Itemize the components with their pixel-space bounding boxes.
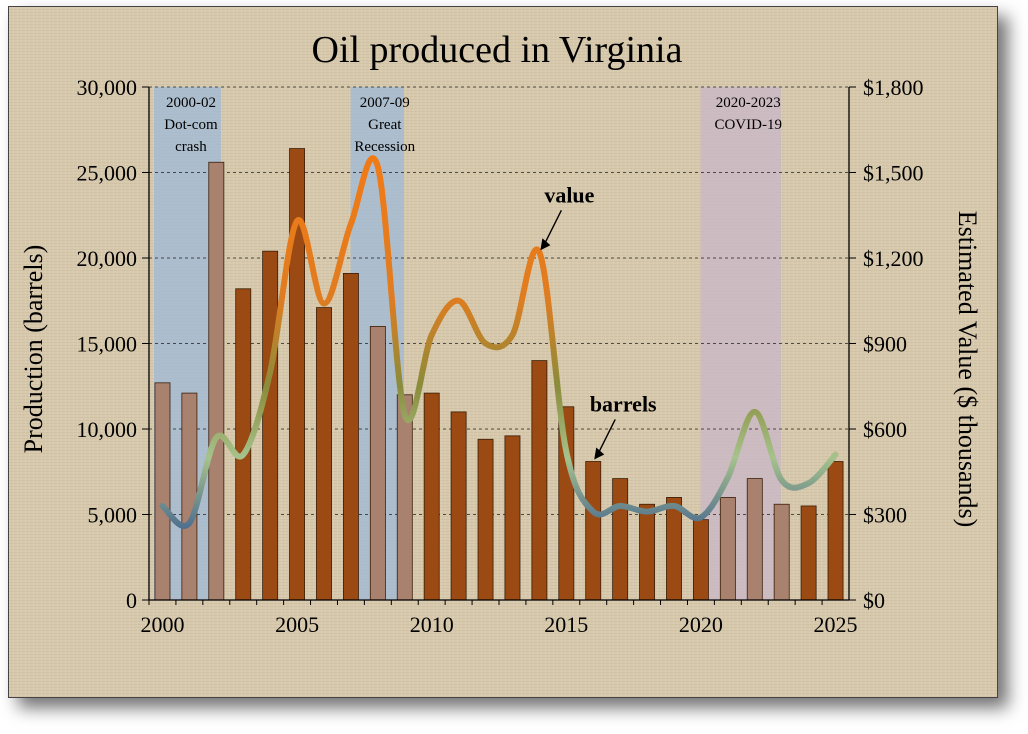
shaded-period-label-0: 2000-02 Dot-com crash: [164, 95, 218, 155]
bar-2025: [827, 461, 844, 601]
y-tick-label-right: $0: [863, 588, 885, 613]
y-tick-label-right: $1,800: [863, 75, 924, 100]
shaded-period-label-2: 2020-2023 COVID-19: [714, 95, 782, 133]
bar-2021: [719, 496, 736, 601]
annotation-arrow-value: [542, 209, 563, 247]
y-tick-label-right: $1,200: [863, 246, 924, 271]
y-tick-label-left: 25,000: [77, 161, 138, 186]
series-line-value: [159, 155, 839, 529]
chart-title: Oil produced in Virginia: [312, 29, 683, 71]
chart-frame: Oil produced in Virginia 2000-02 Dot-com c…: [8, 6, 998, 698]
bar-2009: [396, 394, 413, 601]
y-tick-label-left: 10,000: [77, 417, 138, 442]
y-tick-label-right: $1,500: [863, 161, 924, 186]
x-tick-label: 2005: [275, 612, 319, 637]
bar-2004: [262, 250, 279, 601]
bar-2019: [666, 496, 682, 601]
bar-2023: [773, 503, 790, 601]
bar-2006: [316, 307, 332, 601]
bar-2010: [423, 392, 440, 601]
y-tick-label-left: 20,000: [77, 246, 138, 271]
shaded-period-label-1: 2007-09 Great Recession: [354, 95, 415, 155]
bar-2001: [181, 392, 198, 601]
chart-svg: Oil produced in Virginia 2000-02 Dot-com c…: [19, 29, 982, 637]
y-tick-label-right: $600: [863, 417, 907, 442]
x-tick-label: 2020: [679, 612, 723, 637]
bar-2022: [746, 478, 763, 601]
x-tick-label: 2015: [544, 612, 588, 637]
annotation-arrowhead-barrels: [594, 447, 605, 460]
bar-2024: [800, 505, 817, 601]
bar-2007: [342, 272, 359, 601]
bar-2005: [289, 148, 306, 601]
y-axis-right-label: Estimated Value ($ thousands): [953, 211, 982, 528]
annotation-arrow-barrels: [596, 419, 616, 456]
annotation-barrels: barrels: [590, 391, 657, 416]
y-tick-label-left: 5,000: [88, 503, 138, 528]
y-tick-label-left: 15,000: [77, 332, 138, 357]
bar-2013: [504, 435, 521, 601]
x-tick-label: 2010: [410, 612, 454, 637]
y-tick-label-left: 30,000: [77, 75, 138, 100]
x-tick-label: 2000: [140, 612, 184, 637]
bar-2018: [639, 503, 656, 601]
bar-2017: [612, 478, 629, 601]
y-tick-label-left: 0: [126, 588, 137, 613]
plot-area: 2000-02 Dot-com crash 2007-09 Great Recession…: [77, 75, 924, 637]
bar-2020: [692, 519, 709, 601]
bar-2011: [450, 411, 467, 601]
annotation-value: value: [544, 182, 594, 207]
bar-2008: [369, 325, 386, 601]
bar-2000: [154, 382, 171, 601]
x-tick-label: 2025: [814, 612, 858, 637]
y-axis-left-label: Production (barrels): [19, 245, 48, 454]
bar-2012: [477, 438, 494, 601]
bar-2016: [585, 461, 602, 601]
y-tick-label-right: $300: [863, 503, 907, 528]
bar-2014: [531, 360, 548, 601]
bar-2002: [208, 161, 225, 601]
annotation-arrowhead-value: [540, 238, 551, 251]
y-tick-label-right: $900: [863, 332, 907, 357]
